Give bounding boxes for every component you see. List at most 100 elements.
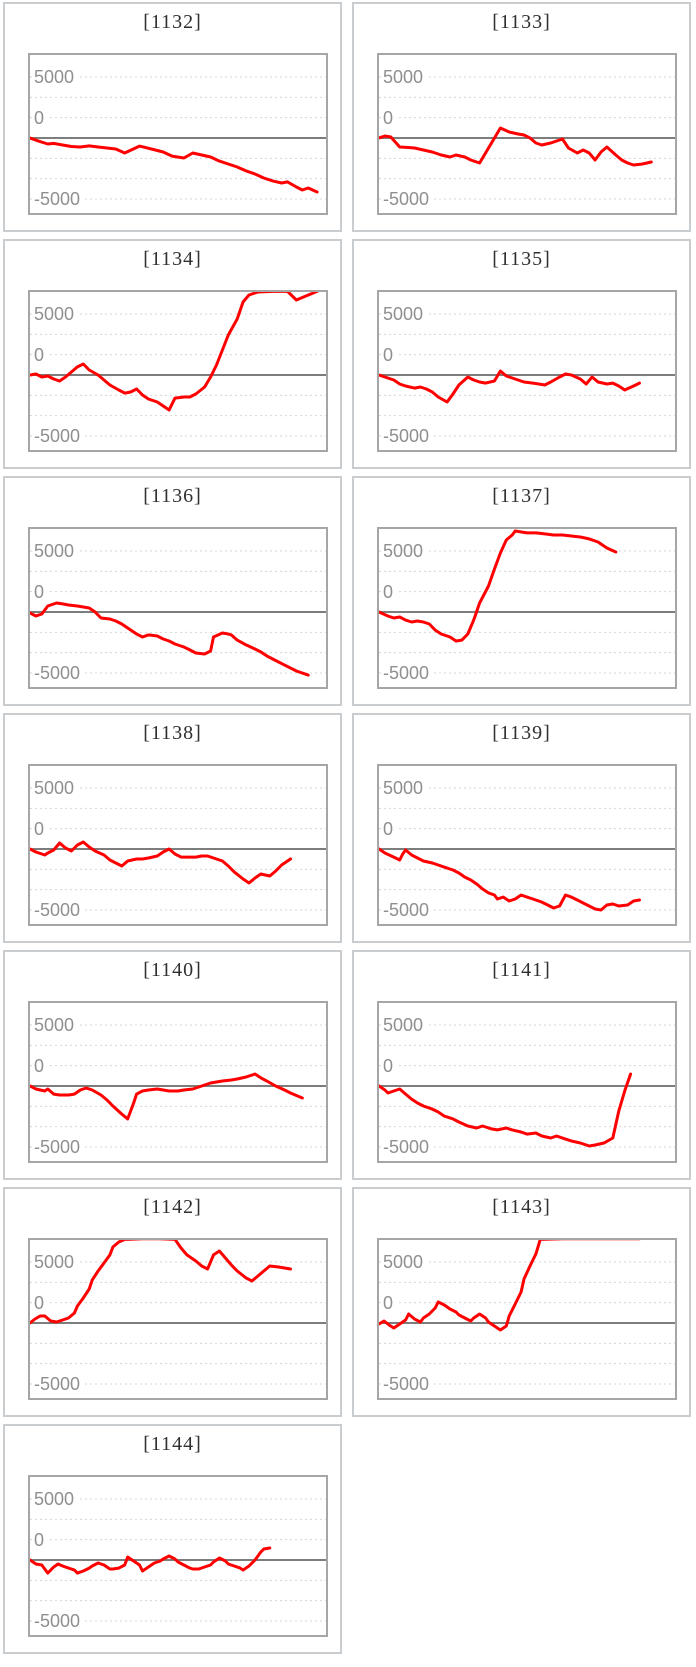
chart-title: [1132] xyxy=(143,11,202,33)
payout-diff-line xyxy=(30,840,292,885)
y-axis-label-0: 0 xyxy=(34,1055,48,1076)
plot-area: 5000 0 -5000 xyxy=(377,764,677,926)
y-axis-label-0: 0 xyxy=(383,1055,397,1076)
chart-title: [1135] xyxy=(492,248,551,270)
chart-panel-1137: [1137] 5000 0 -5000 xyxy=(352,476,691,706)
chart-panel-1133: [1133] 5000 0 -5000 xyxy=(352,2,691,232)
y-axis-label-minus5000: -5000 xyxy=(34,189,84,209)
chart-panel-1136: [1136] 5000 0 -5000 xyxy=(3,476,342,706)
plot-area: 5000 0 -5000 xyxy=(377,527,677,689)
y-axis-label-5000: 5000 xyxy=(383,1015,427,1035)
chart-panel-1139: [1139] 5000 0 -5000 xyxy=(352,713,691,943)
payout-diff-line xyxy=(30,1546,272,1575)
y-axis-label-minus5000: -5000 xyxy=(383,426,433,446)
line-chart-svg xyxy=(30,1240,326,1385)
y-axis-label-0: 0 xyxy=(34,581,48,602)
y-axis-label-minus5000: -5000 xyxy=(34,900,84,920)
payout-diff-line xyxy=(30,1240,292,1325)
chart-panel-1142: [1142] 5000 0 -5000 xyxy=(3,1187,342,1417)
y-axis-label-5000: 5000 xyxy=(34,1015,78,1035)
chart-panel-1141: [1141] 5000 0 -5000 xyxy=(352,950,691,1180)
y-axis-label-minus5000: -5000 xyxy=(383,1374,433,1394)
chart-panel-1134: [1134] 5000 0 -5000 xyxy=(3,239,342,469)
y-axis-label-5000: 5000 xyxy=(34,67,78,87)
chart-panel-1132: [1132] 5000 0 -5000 xyxy=(3,2,342,232)
y-axis-label-5000: 5000 xyxy=(383,541,427,561)
chart-panel-1140: [1140] 5000 0 -5000 xyxy=(3,950,342,1180)
payout-diff-line xyxy=(30,136,319,194)
chart-panel-1143: [1143] 5000 0 -5000 xyxy=(352,1187,691,1417)
payout-diff-line xyxy=(379,126,653,167)
y-axis-label-0: 0 xyxy=(34,1292,48,1313)
line-chart-svg xyxy=(30,1498,326,1622)
line-chart-svg xyxy=(30,1024,326,1148)
y-axis-label-0: 0 xyxy=(383,818,397,839)
line-chart-svg xyxy=(30,787,326,911)
chart-title: [1142] xyxy=(143,1196,202,1218)
line-chart-svg xyxy=(30,550,326,677)
payout-diff-line xyxy=(30,292,319,412)
chart-title: [1134] xyxy=(143,248,202,270)
y-axis-label-0: 0 xyxy=(383,344,397,365)
payout-diff-line xyxy=(379,847,641,912)
chart-title: [1139] xyxy=(492,722,551,744)
plot-area: 5000 0 -5000 xyxy=(28,1475,328,1637)
y-axis-label-minus5000: -5000 xyxy=(34,1611,84,1631)
chart-title: [1140] xyxy=(143,959,202,981)
line-chart-svg xyxy=(379,313,675,437)
y-axis-label-5000: 5000 xyxy=(34,1489,78,1509)
line-chart-svg xyxy=(379,787,675,912)
plot-area: 5000 0 -5000 xyxy=(377,1238,677,1400)
plot-area: 5000 0 -5000 xyxy=(377,290,677,452)
line-chart-svg xyxy=(30,76,326,200)
y-axis-label-0: 0 xyxy=(383,1292,397,1313)
line-chart-svg xyxy=(379,1024,675,1148)
plot-area: 5000 0 -5000 xyxy=(28,1238,328,1400)
chart-title: [1137] xyxy=(492,485,551,507)
line-chart-svg xyxy=(379,529,675,674)
y-axis-label-5000: 5000 xyxy=(34,304,78,324)
y-axis-label-5000: 5000 xyxy=(34,1252,78,1272)
payout-diff-line xyxy=(379,1240,641,1332)
y-axis-label-5000: 5000 xyxy=(383,67,427,87)
y-axis-label-0: 0 xyxy=(34,107,48,128)
payout-diff-line xyxy=(379,1072,633,1148)
chart-title: [1141] xyxy=(492,959,551,981)
y-axis-label-minus5000: -5000 xyxy=(383,900,433,920)
line-chart-svg xyxy=(30,292,326,437)
plot-area: 5000 0 -5000 xyxy=(28,1001,328,1163)
y-axis-label-0: 0 xyxy=(383,107,397,128)
y-axis-label-minus5000: -5000 xyxy=(383,1137,433,1157)
y-axis-label-5000: 5000 xyxy=(34,541,78,561)
line-chart-svg xyxy=(379,1240,675,1385)
y-axis-label-minus5000: -5000 xyxy=(34,1137,84,1157)
payout-diff-line xyxy=(30,601,310,677)
chart-title: [1136] xyxy=(143,485,202,507)
y-axis-label-minus5000: -5000 xyxy=(34,663,84,683)
y-axis-label-minus5000: -5000 xyxy=(383,663,433,683)
chart-panel-1138: [1138] 5000 0 -5000 xyxy=(3,713,342,943)
payout-diff-line xyxy=(30,1072,304,1121)
chart-title: [1143] xyxy=(492,1196,551,1218)
y-axis-label-minus5000: -5000 xyxy=(34,426,84,446)
plot-area: 5000 0 -5000 xyxy=(28,53,328,215)
plot-area: 5000 0 -5000 xyxy=(28,764,328,926)
line-chart-svg xyxy=(379,76,675,200)
y-axis-label-0: 0 xyxy=(34,818,48,839)
chart-title: [1138] xyxy=(143,722,202,744)
y-axis-label-5000: 5000 xyxy=(383,1252,427,1272)
chart-panel-1144: [1144] 5000 0 -5000 xyxy=(3,1424,342,1654)
y-axis-label-5000: 5000 xyxy=(34,778,78,798)
chart-title: [1133] xyxy=(492,11,551,33)
plot-area: 5000 0 -5000 xyxy=(377,53,677,215)
plot-area: 5000 0 -5000 xyxy=(28,290,328,452)
y-axis-label-5000: 5000 xyxy=(383,304,427,324)
chart-panel-1135: [1135] 5000 0 -5000 xyxy=(352,239,691,469)
payout-diff-line xyxy=(379,529,618,643)
payout-diff-line xyxy=(379,369,641,404)
y-axis-label-0: 0 xyxy=(383,581,397,602)
y-axis-label-0: 0 xyxy=(34,344,48,365)
plot-area: 5000 0 -5000 xyxy=(377,1001,677,1163)
y-axis-label-5000: 5000 xyxy=(383,778,427,798)
